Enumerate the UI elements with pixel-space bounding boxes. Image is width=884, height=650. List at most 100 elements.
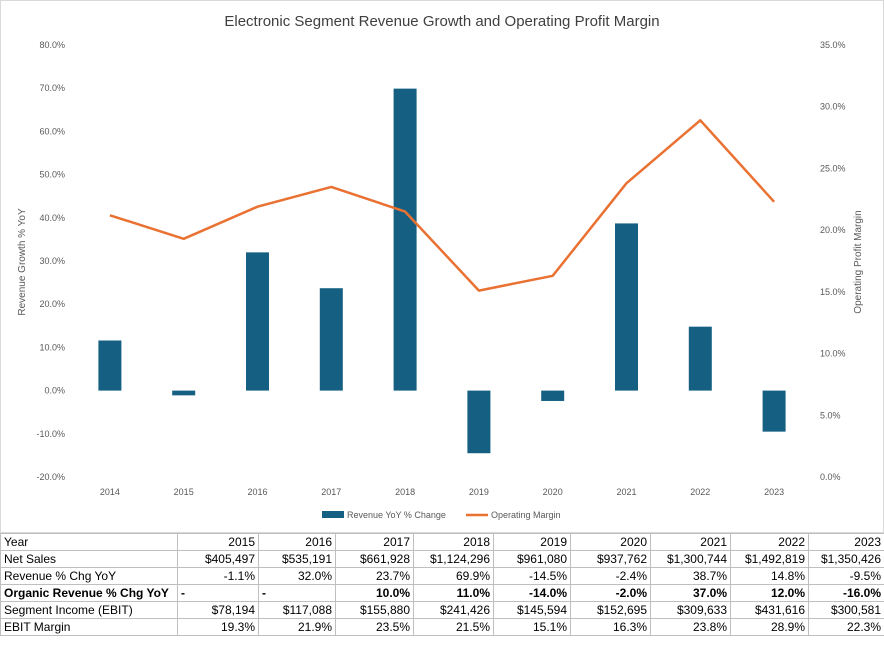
year-header: 2021 bbox=[650, 533, 731, 551]
revenue-bar-2015 bbox=[172, 390, 196, 396]
table-cell: - bbox=[177, 584, 259, 602]
table-cell: $961,080 bbox=[493, 550, 571, 568]
table-cell: - bbox=[258, 584, 336, 602]
legend-swatch-revenue bbox=[322, 511, 344, 518]
table-cell: 16.3% bbox=[570, 618, 651, 636]
table-cell: 11.0% bbox=[413, 584, 494, 602]
right-tick-label: 0.0% bbox=[820, 472, 841, 482]
right-tick-label: 30.0% bbox=[820, 102, 846, 112]
table-cell: $1,350,426 bbox=[808, 550, 884, 568]
x-tick-label: 2019 bbox=[469, 487, 489, 497]
x-tick-label: 2017 bbox=[321, 487, 341, 497]
x-tick-label: 2014 bbox=[100, 487, 120, 497]
table-cell: $431,616 bbox=[730, 601, 809, 619]
revenue-bar-2022 bbox=[688, 326, 712, 391]
table-row: Revenue % Chg YoY -1.1% 32.0% 23.7% 69.9% -14… bbox=[0, 567, 884, 585]
table-cell: 32.0% bbox=[258, 567, 336, 585]
table-cell: 21.9% bbox=[258, 618, 336, 636]
legend-label-revenue: Revenue YoY % Change bbox=[347, 510, 446, 520]
table-cell: 21.5% bbox=[413, 618, 494, 636]
revenue-bar-2017 bbox=[319, 288, 343, 391]
table-cell: -14.0% bbox=[493, 584, 571, 602]
table-header-row: Year 2015 2016 2017 2018 2019 2020 2021 2022 2023 bbox=[0, 533, 884, 551]
table-cell: $241,426 bbox=[413, 601, 494, 619]
revenue-bar-2021 bbox=[615, 223, 638, 391]
left-tick-label: 10.0% bbox=[39, 342, 65, 352]
table-cell: 23.7% bbox=[335, 567, 414, 585]
left-axis-label: Revenue Growth % YoY bbox=[17, 208, 28, 316]
table-cell: 23.8% bbox=[650, 618, 731, 636]
row-label: Year bbox=[0, 533, 178, 551]
table-cell: -2.4% bbox=[570, 567, 651, 585]
row-label: Revenue % Chg YoY bbox=[0, 567, 178, 585]
table-row: Segment Income (EBIT) $78,194 $117,088 $155… bbox=[0, 601, 884, 619]
year-header: 2022 bbox=[730, 533, 809, 551]
x-tick-label: 2015 bbox=[174, 487, 194, 497]
table-cell: -16.0% bbox=[808, 584, 884, 602]
combo-chart: Electronic Segment Revenue Growth and Op… bbox=[17, 13, 864, 520]
table-cell: 12.0% bbox=[730, 584, 809, 602]
year-header: 2017 bbox=[335, 533, 414, 551]
table-cell: 23.5% bbox=[335, 618, 414, 636]
table-cell: -1.1% bbox=[177, 567, 259, 585]
left-tick-label: -10.0% bbox=[36, 429, 65, 439]
table-cell: $117,088 bbox=[258, 601, 336, 619]
table-cell: $1,124,296 bbox=[413, 550, 494, 568]
table-cell: $405,497 bbox=[177, 550, 259, 568]
row-label: EBIT Margin bbox=[0, 618, 178, 636]
right-tick-label: 15.0% bbox=[820, 287, 846, 297]
year-header: 2019 bbox=[493, 533, 571, 551]
row-label: Organic Revenue % Chg YoY bbox=[0, 584, 178, 602]
row-label: Net Sales bbox=[0, 550, 178, 568]
year-header: 2018 bbox=[413, 533, 494, 551]
table-cell: $661,928 bbox=[335, 550, 414, 568]
operating-margin-line bbox=[109, 119, 776, 292]
table-cell: $309,633 bbox=[650, 601, 731, 619]
left-tick-label: 50.0% bbox=[39, 170, 65, 180]
revenue-bar-2020 bbox=[541, 390, 565, 401]
left-tick-label: 60.0% bbox=[39, 126, 65, 136]
table-row: Net Sales $405,497 $535,191 $661,928 $1,124,… bbox=[0, 550, 884, 568]
table-cell: 10.0% bbox=[335, 584, 414, 602]
left-tick-label: 30.0% bbox=[39, 256, 65, 266]
table-cell: 69.9% bbox=[413, 567, 494, 585]
x-tick-label: 2018 bbox=[395, 487, 415, 497]
left-tick-label: 0.0% bbox=[44, 386, 65, 396]
x-tick-label: 2020 bbox=[543, 487, 563, 497]
table-cell: $155,880 bbox=[335, 601, 414, 619]
table-cell: 28.9% bbox=[730, 618, 809, 636]
revenue-bar-2014 bbox=[98, 340, 122, 391]
right-tick-label: 10.0% bbox=[820, 349, 846, 359]
table-cell: 19.3% bbox=[177, 618, 259, 636]
table-cell: 15.1% bbox=[493, 618, 571, 636]
left-tick-label: 40.0% bbox=[39, 213, 65, 223]
right-tick-label: 35.0% bbox=[820, 40, 846, 50]
revenue-bar-2018 bbox=[393, 88, 417, 391]
chart-area: Electronic Segment Revenue Growth and Op… bbox=[0, 0, 884, 533]
revenue-bar-2019 bbox=[467, 390, 491, 454]
right-tick-label: 5.0% bbox=[820, 410, 841, 420]
x-tick-label: 2023 bbox=[764, 487, 784, 497]
table-cell: -9.5% bbox=[808, 567, 884, 585]
table-cell: $152,695 bbox=[570, 601, 651, 619]
table-cell: $535,191 bbox=[258, 550, 336, 568]
table-cell: 14.8% bbox=[730, 567, 809, 585]
row-label: Segment Income (EBIT) bbox=[0, 601, 178, 619]
table-cell: $300,581 bbox=[808, 601, 884, 619]
table-cell: -2.0% bbox=[570, 584, 651, 602]
x-tick-label: 2022 bbox=[690, 487, 710, 497]
table-cell: -14.5% bbox=[493, 567, 571, 585]
table-cell: 38.7% bbox=[650, 567, 731, 585]
year-header: 2023 bbox=[808, 533, 884, 551]
table-cell: $78,194 bbox=[177, 601, 259, 619]
left-tick-label: 70.0% bbox=[39, 83, 65, 93]
revenue-bar-2016 bbox=[246, 252, 269, 391]
year-header: 2016 bbox=[258, 533, 336, 551]
right-tick-label: 20.0% bbox=[820, 225, 846, 235]
table-cell: $937,762 bbox=[570, 550, 651, 568]
legend-label-margin: Operating Margin bbox=[491, 510, 561, 520]
chart-title: Electronic Segment Revenue Growth and Op… bbox=[224, 13, 659, 30]
table-cell: $145,594 bbox=[493, 601, 571, 619]
year-header: 2020 bbox=[570, 533, 651, 551]
financial-data-table: Year 2015 2016 2017 2018 2019 2020 2021 2022 2023… bbox=[0, 533, 884, 636]
